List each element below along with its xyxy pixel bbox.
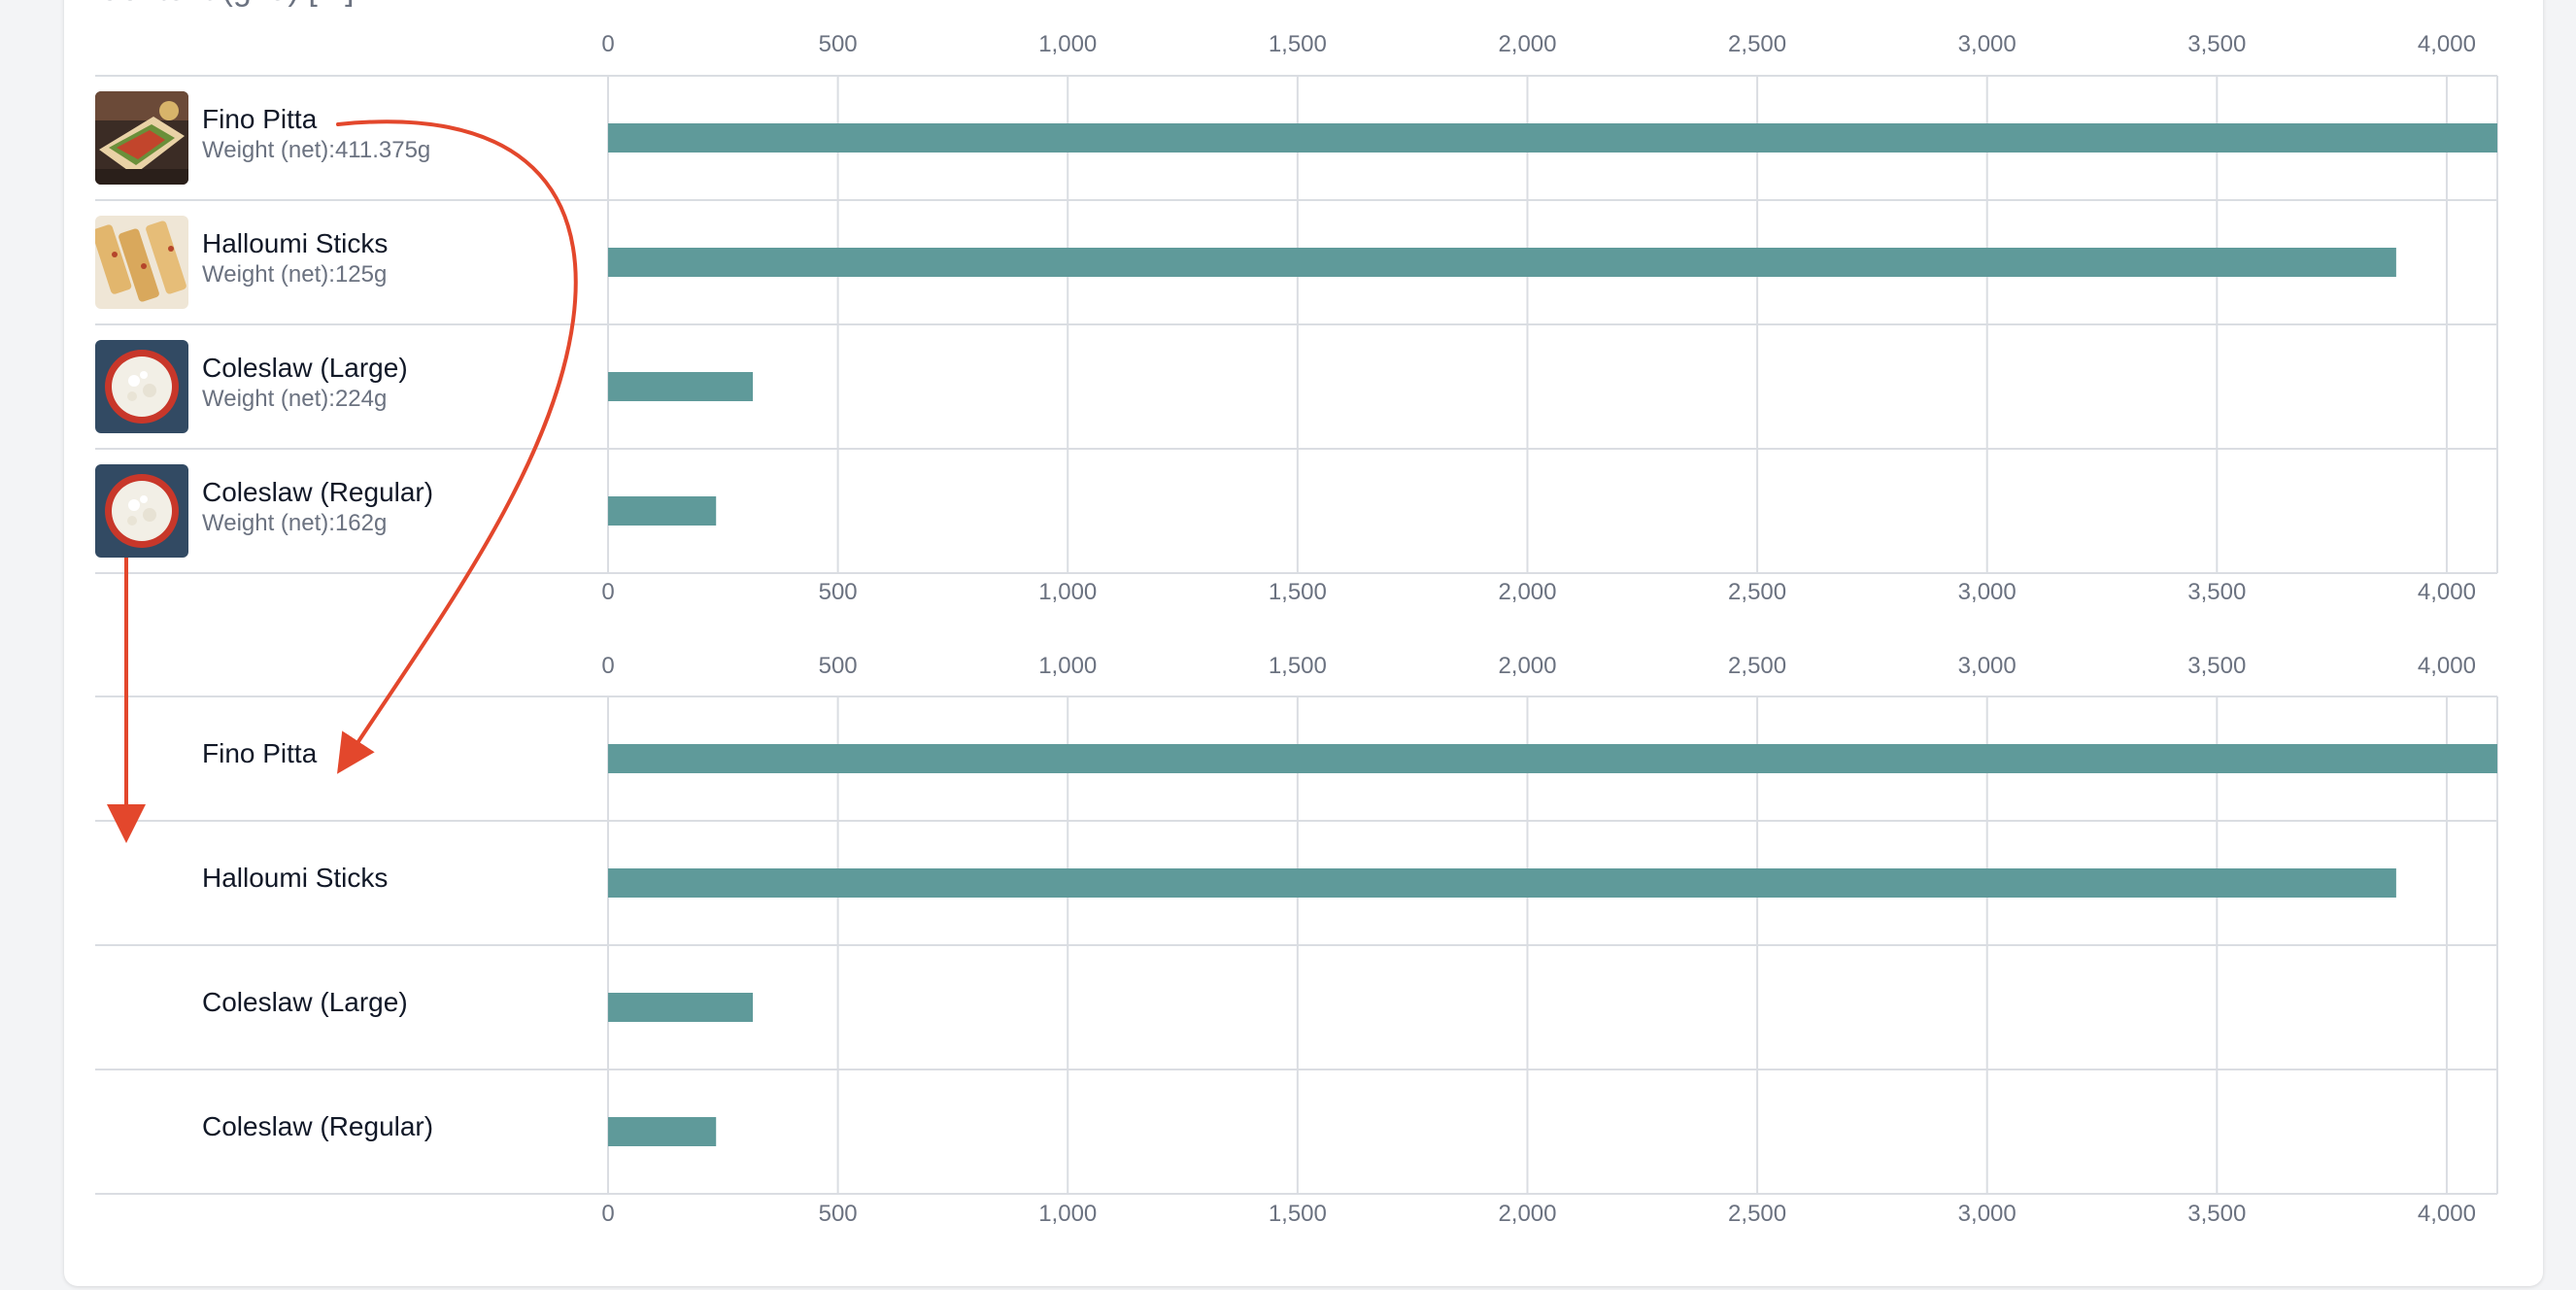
- product-thumbnail: [95, 216, 188, 309]
- product-weight: Weight (net):411.375g: [202, 137, 431, 163]
- category-label: Coleslaw (Large) Weight (net):224g: [202, 986, 408, 1023]
- x-tick-label-bottom: 3,500: [2187, 1201, 2246, 1227]
- x-tick-label-bottom: 1,000: [1038, 1201, 1097, 1227]
- product-name: Halloumi Sticks: [202, 863, 389, 893]
- x-tick-label-top: 0: [601, 653, 614, 679]
- annotation-arrow-curved: [336, 119, 578, 774]
- x-tick-label-bottom: 1,500: [1269, 1201, 1327, 1227]
- x-tick-label-top: 3,500: [2187, 31, 2246, 57]
- product-weight: Weight (net):125g: [202, 261, 388, 288]
- x-tick-label-top: 3,000: [1958, 653, 2017, 679]
- x-tick-label-top: 2,500: [1728, 653, 1786, 679]
- x-tick-label-bottom: 2,000: [1498, 579, 1556, 605]
- chart-card: [64, 0, 2543, 1286]
- x-tick-label-bottom: 500: [819, 579, 858, 605]
- bar-1: [608, 868, 2396, 898]
- x-tick-label-top: 3,000: [1958, 31, 2017, 57]
- x-tick-label-top: 3,500: [2187, 653, 2246, 679]
- x-tick-label-top: 500: [819, 653, 858, 679]
- x-tick-label-bottom: 4,000: [2418, 579, 2476, 605]
- x-tick-label-top: 4,000: [2418, 31, 2476, 57]
- product-weight: Weight (net):224g: [202, 386, 388, 412]
- x-tick-label-bottom: 2,000: [1498, 1201, 1556, 1227]
- x-tick-label-bottom: 1,500: [1269, 579, 1327, 605]
- product-name: Fino Pitta: [202, 104, 318, 134]
- product-weight: Weight (net):162g: [202, 1143, 433, 1147]
- x-tick-label-bottom: 4,000: [2418, 1201, 2476, 1227]
- x-tick-label-bottom: 2,500: [1728, 1201, 1786, 1227]
- x-tick-label-top: 2,500: [1728, 31, 1786, 57]
- product-weight: Weight (net):224g: [202, 1019, 408, 1023]
- bar-0: [608, 123, 2497, 153]
- category-label: Halloumi Sticks Weight (net):125g: [202, 227, 388, 289]
- product-name: Fino Pitta: [202, 738, 318, 768]
- product-thumbnail: [95, 464, 188, 558]
- x-tick-label-bottom: 3,000: [1958, 1201, 2017, 1227]
- x-tick-label-top: 1,000: [1038, 31, 1097, 57]
- x-tick-label-top: 1,500: [1269, 653, 1327, 679]
- x-tick-label-bottom: 0: [601, 1201, 614, 1227]
- x-tick-label-top: 1,500: [1269, 31, 1327, 57]
- card-title-partial: Content (grid) [...]: [97, 0, 355, 9]
- bar-0: [608, 744, 2497, 773]
- bar-3: [608, 496, 717, 526]
- x-tick-label-bottom: 2,500: [1728, 579, 1786, 605]
- product-name: Halloumi Sticks: [202, 228, 389, 258]
- x-tick-label-top: 1,000: [1038, 653, 1097, 679]
- product-weight: Weight (net):162g: [202, 510, 388, 536]
- category-label: Coleslaw (Large) Weight (net):224g: [202, 352, 408, 414]
- product-name: Coleslaw (Large): [202, 987, 408, 1017]
- product-thumbnail: [95, 340, 188, 433]
- x-tick-label-top: 500: [819, 31, 858, 57]
- x-tick-label-bottom: 3,500: [2187, 579, 2246, 605]
- product-name: Coleslaw (Large): [202, 353, 408, 383]
- product-weight: Weight (net):125g: [202, 895, 388, 899]
- category-label: Coleslaw (Regular) Weight (net):162g: [202, 476, 433, 538]
- category-label: Halloumi Sticks Weight (net):125g: [202, 862, 388, 899]
- x-tick-label-bottom: 3,000: [1958, 579, 2017, 605]
- x-tick-label-top: 2,000: [1498, 653, 1556, 679]
- x-tick-label-top: 2,000: [1498, 31, 1556, 57]
- bar-2: [608, 372, 754, 401]
- product-name: Coleslaw (Regular): [202, 477, 434, 507]
- bar-1: [608, 248, 2396, 277]
- x-tick-label-top: 4,000: [2418, 653, 2476, 679]
- category-label: Fino Pitta Weight (net):411.375g: [202, 737, 430, 774]
- x-tick-label-top: 0: [601, 31, 614, 57]
- x-tick-label-bottom: 1,000: [1038, 579, 1097, 605]
- bar-3: [608, 1117, 717, 1146]
- x-tick-label-bottom: 0: [601, 579, 614, 605]
- product-name: Coleslaw (Regular): [202, 1111, 434, 1141]
- bar-2: [608, 993, 754, 1022]
- category-label: Coleslaw (Regular) Weight (net):162g: [202, 1110, 433, 1147]
- category-label: Fino Pitta Weight (net):411.375g: [202, 103, 430, 165]
- x-tick-label-bottom: 500: [819, 1201, 858, 1227]
- product-thumbnail: [95, 91, 188, 185]
- product-weight: Weight (net):411.375g: [202, 770, 430, 774]
